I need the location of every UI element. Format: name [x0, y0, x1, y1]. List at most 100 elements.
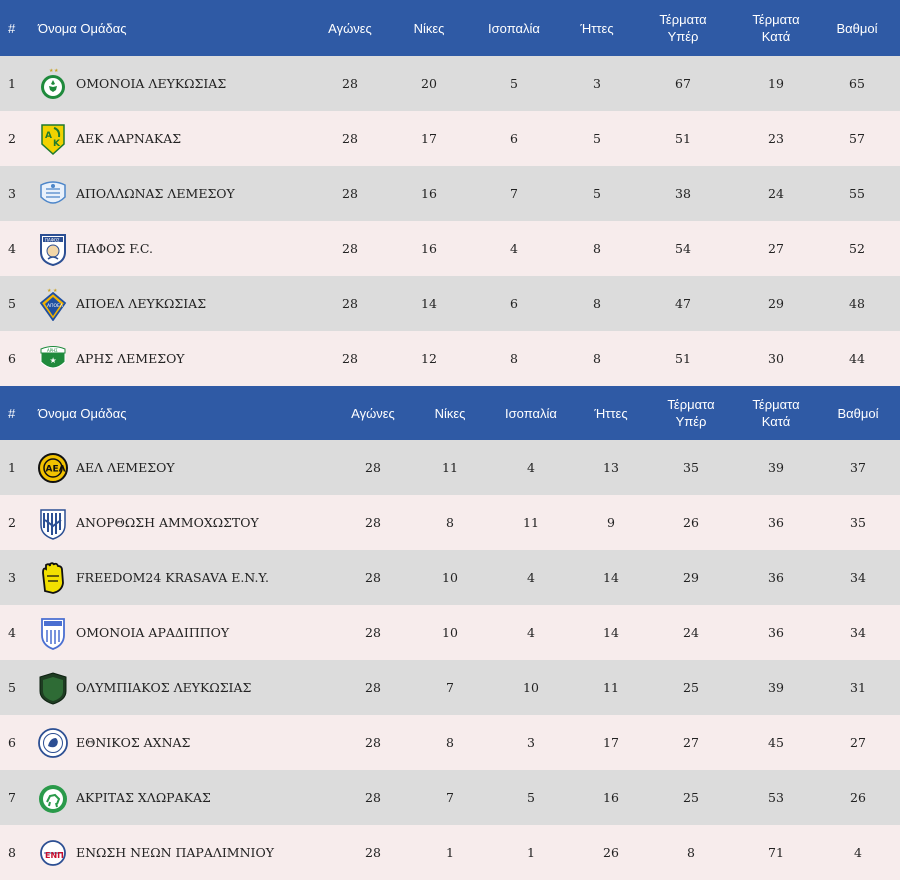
- losses-cell: 14: [576, 605, 646, 660]
- losses-cell: 11: [576, 660, 646, 715]
- played-cell: 28: [304, 111, 396, 166]
- team-cell[interactable]: FREEDOM24 KRASAVA E.N.Y.: [32, 550, 332, 605]
- header-goals-against-line1: Τέρματα: [752, 397, 800, 412]
- header-losses: Ήττες: [566, 0, 628, 56]
- team-cell[interactable]: ΠΑΦΟΣ ΠΑΦΟΣ F.C.: [32, 221, 304, 276]
- goals-against-cell: 19: [738, 56, 814, 111]
- table-row: 1 ΑΕΛ ΑΕΛ ΛΕΜΕΣΟΥ 28 11 4 13 35 39 37: [0, 440, 900, 495]
- table-row: 6 ΕΘΝΙΚΟΣ ΑΧΝΑΣ 28 8 3 17 27 45 27: [0, 715, 900, 770]
- enp-crest-icon: ΕΝΠ: [38, 836, 68, 870]
- goals-against-cell: 39: [736, 440, 816, 495]
- table-row: 2 Α Κ ΑΕΚ ΛΑΡΝΑΚΑΣ 28 17 6 5 51 23 57: [0, 111, 900, 166]
- header-pos: #: [0, 386, 32, 440]
- team-cell[interactable]: ΑΚΡΙΤΑΣ ΧΛΩΡΑΚΑΣ: [32, 770, 332, 825]
- draws-cell: 1: [486, 825, 576, 880]
- team-cell[interactable]: ΟΛΥΜΠΙΑΚΟΣ ΛΕΥΚΩΣΙΑΣ: [32, 660, 332, 715]
- draws-cell: 6: [462, 276, 566, 331]
- losses-cell: 13: [576, 440, 646, 495]
- played-cell: 28: [332, 440, 414, 495]
- goals-for-cell: 8: [646, 825, 736, 880]
- team-name[interactable]: ΑΡΗΣ ΛΕΜΕΣΟΥ: [76, 351, 185, 366]
- draws-cell: 4: [486, 550, 576, 605]
- goals-for-cell: 29: [646, 550, 736, 605]
- played-cell: 28: [304, 331, 396, 386]
- team-cell[interactable]: ΑΕΛ ΑΕΛ ΛΕΜΕΣΟΥ: [32, 440, 332, 495]
- team-name[interactable]: ΑΝΟΡΘΩΣΗ ΑΜΜΟΧΩΣΤΟΥ: [76, 515, 259, 530]
- team-cell[interactable]: ΑΡΗΣ ★ ΑΡΗΣ ΛΕΜΕΣΟΥ: [32, 331, 304, 386]
- team-name[interactable]: ΠΑΦΟΣ F.C.: [76, 241, 154, 256]
- position-cell: 2: [0, 111, 32, 166]
- team-cell[interactable]: ★ ★ ΟΜΟΝΟΙΑ ΛΕΥΚΩΣΙΑΣ: [32, 56, 304, 111]
- team-cell[interactable]: ΑΠΟΛΛΩΝΑΣ ΛΕΜΕΣΟΥ: [32, 166, 304, 221]
- team-name[interactable]: ΑΕΛ ΛΕΜΕΣΟΥ: [76, 460, 175, 475]
- goals-for-cell: 25: [646, 770, 736, 825]
- team-name[interactable]: ΟΜΟΝΟΙΑ ΛΕΥΚΩΣΙΑΣ: [76, 76, 227, 91]
- team-name[interactable]: ΟΜΟΝΟΙΑ ΑΡΑΔΙΠΠΟΥ: [76, 625, 230, 640]
- draws-cell: 7: [462, 166, 566, 221]
- krasava-crest-icon: [38, 561, 68, 595]
- points-cell: 55: [814, 166, 900, 221]
- header-goals-against: Τέρματα Κατά: [738, 0, 814, 56]
- played-cell: 28: [332, 495, 414, 550]
- header-goals-against-line2: Κατά: [761, 414, 791, 429]
- goals-against-cell: 71: [736, 825, 816, 880]
- goals-against-cell: 53: [736, 770, 816, 825]
- header-goals-for-line1: Τέρματα: [667, 397, 715, 412]
- goals-for-cell: 51: [628, 331, 738, 386]
- team-name[interactable]: ΑΠΟΛΛΩΝΑΣ ΛΕΜΕΣΟΥ: [76, 186, 235, 201]
- goals-for-cell: 26: [646, 495, 736, 550]
- played-cell: 28: [332, 660, 414, 715]
- goals-against-cell: 36: [736, 550, 816, 605]
- draws-cell: 5: [486, 770, 576, 825]
- team-name[interactable]: ΑΕΚ ΛΑΡΝΑΚΑΣ: [76, 131, 182, 146]
- table-header-row: # Όνομα Ομάδας Αγώνες Νίκες Ισοπαλία Ήττ…: [0, 0, 900, 56]
- anorthosis-crest-icon: [38, 506, 68, 540]
- apollon-crest-icon: [38, 177, 68, 211]
- team-name[interactable]: ΑΚΡΙΤΑΣ ΧΛΩΡΑΚΑΣ: [76, 790, 211, 805]
- wins-cell: 10: [414, 605, 486, 660]
- goals-against-cell: 23: [738, 111, 814, 166]
- header-goals-for: Τέρματα Υπέρ: [628, 0, 738, 56]
- points-cell: 4: [816, 825, 900, 880]
- wins-cell: 10: [414, 550, 486, 605]
- team-cell[interactable]: ΑΝΟΡΘΩΣΗ ΑΜΜΟΧΩΣΤΟΥ: [32, 495, 332, 550]
- played-cell: 28: [304, 56, 396, 111]
- goals-against-cell: 29: [738, 276, 814, 331]
- goals-for-cell: 35: [646, 440, 736, 495]
- team-name[interactable]: ΑΠΟΕΛ ΛΕΥΚΩΣΙΑΣ: [76, 296, 207, 311]
- position-cell: 4: [0, 605, 32, 660]
- goals-against-cell: 27: [738, 221, 814, 276]
- team-cell[interactable]: ΟΜΟΝΟΙΑ ΑΡΑΔΙΠΠΟΥ: [32, 605, 332, 660]
- points-cell: 34: [816, 605, 900, 660]
- points-cell: 31: [816, 660, 900, 715]
- team-name[interactable]: ΕΘΝΙΚΟΣ ΑΧΝΑΣ: [76, 735, 191, 750]
- position-cell: 8: [0, 825, 32, 880]
- team-cell[interactable]: ΕΘΝΙΚΟΣ ΑΧΝΑΣ: [32, 715, 332, 770]
- team-name[interactable]: ΟΛΥΜΠΙΑΚΟΣ ΛΕΥΚΩΣΙΑΣ: [76, 680, 252, 695]
- header-team: Όνομα Ομάδας: [32, 0, 304, 56]
- goals-for-cell: 51: [628, 111, 738, 166]
- team-cell[interactable]: ★ ★ ΑΠΟΕΛ ΑΠΟΕΛ ΛΕΥΚΩΣΙΑΣ: [32, 276, 304, 331]
- header-wins: Νίκες: [414, 386, 486, 440]
- team-name[interactable]: ΕΝΩΣΗ ΝΕΩΝ ΠΑΡΑΛΙΜΝΙΟΥ: [76, 845, 274, 860]
- svg-text:ΑΠΟΕΛ: ΑΠΟΕΛ: [47, 303, 64, 309]
- header-played: Αγώνες: [304, 0, 396, 56]
- svg-text:ΠΑΦΟΣ: ΠΑΦΟΣ: [45, 237, 60, 242]
- team-name[interactable]: FREEDOM24 KRASAVA E.N.Y.: [76, 570, 270, 585]
- svg-text:ΕΝΠ: ΕΝΠ: [45, 851, 64, 860]
- points-cell: 65: [814, 56, 900, 111]
- goals-for-cell: 38: [628, 166, 738, 221]
- team-cell[interactable]: ΕΝΠ ΕΝΩΣΗ ΝΕΩΝ ΠΑΡΑΛΙΜΝΙΟΥ: [32, 825, 332, 880]
- header-wins: Νίκες: [396, 0, 462, 56]
- goals-for-cell: 27: [646, 715, 736, 770]
- losses-cell: 9: [576, 495, 646, 550]
- svg-text:★: ★: [50, 356, 57, 365]
- table-row: 2 ΑΝΟΡΘΩΣΗ ΑΜΜΟΧΩΣΤΟΥ 28 8 11 9 26 36 35: [0, 495, 900, 550]
- header-goals-for-line2: Υπέρ: [667, 29, 699, 44]
- points-cell: 34: [816, 550, 900, 605]
- team-cell[interactable]: Α Κ ΑΕΚ ΛΑΡΝΑΚΑΣ: [32, 111, 304, 166]
- wins-cell: 16: [396, 166, 462, 221]
- played-cell: 28: [304, 221, 396, 276]
- svg-text:ΑΕΛ: ΑΕΛ: [46, 464, 66, 474]
- position-cell: 5: [0, 660, 32, 715]
